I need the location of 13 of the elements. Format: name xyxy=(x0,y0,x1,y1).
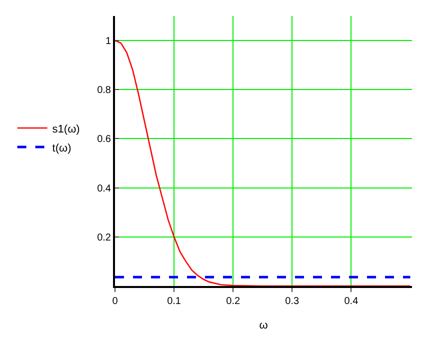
x-axis-title: ω xyxy=(259,320,268,332)
legend-label: s1(ω) xyxy=(52,123,80,136)
x-tick-label: 0.1 xyxy=(167,296,182,307)
y-tick-label: 0.2 xyxy=(97,232,112,244)
x-tick-label: 0 xyxy=(112,296,118,307)
x-tick-label: 0.2 xyxy=(226,296,240,307)
x-tick-label: 0.4 xyxy=(344,296,359,307)
x-tick-label: 0.3 xyxy=(285,296,300,307)
legend-label: t(ω) xyxy=(52,142,72,154)
y-tick-label: 1 xyxy=(105,36,112,48)
y-tick-label: 0.6 xyxy=(97,134,112,146)
y-tick-label: 0.4 xyxy=(97,183,112,194)
y-tick-label: 0.8 xyxy=(97,85,112,96)
